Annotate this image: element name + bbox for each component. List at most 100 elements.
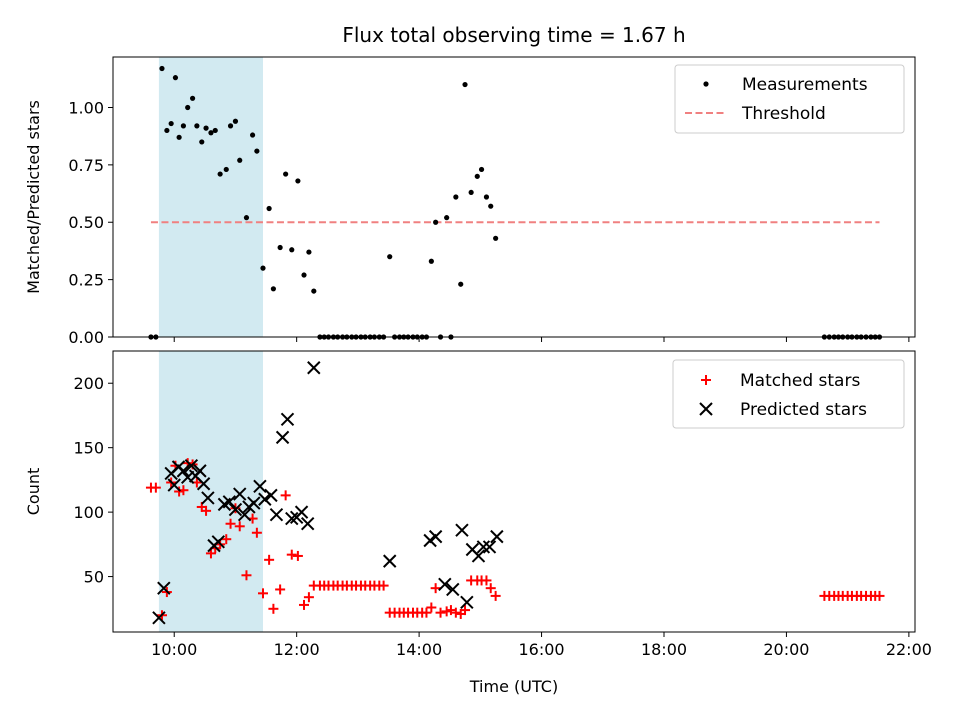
- legend-marker-matched-stars: [701, 375, 711, 385]
- measurement-point: [203, 125, 209, 131]
- matched-star-point: [490, 590, 501, 601]
- matched-star-point: [874, 590, 885, 601]
- matched-star-point: [435, 607, 446, 618]
- predicted-star-point: [176, 464, 191, 478]
- matched-star-point: [257, 588, 268, 599]
- predicted-star-point: [211, 535, 226, 549]
- predicted-star-point: [438, 577, 452, 592]
- measurement-point: [458, 281, 464, 287]
- matched-star-point: [234, 521, 245, 532]
- ratio-legend: Measurements Threshold: [674, 64, 905, 134]
- measurement-point: [462, 81, 468, 88]
- matched-star-point: [485, 583, 496, 594]
- shaded-region: [158, 57, 263, 337]
- matched-star-point: [426, 602, 437, 613]
- matched-star-point: [481, 575, 492, 586]
- predicted-star-point: [193, 464, 207, 478]
- matched-star-point: [251, 527, 262, 538]
- matched-star-point: [303, 592, 314, 603]
- predicted-star-point: [446, 582, 460, 597]
- predicted-star-point: [167, 478, 181, 492]
- legend-marker-predicted-stars: [699, 402, 713, 416]
- measurement-point: [168, 120, 174, 127]
- measurement-point: [208, 130, 214, 136]
- x-tick-label: 22:00: [886, 640, 932, 659]
- count-panel: 10:00 12:00 14:00 16:00 18:00 20:00 22:00 50 10…: [24, 350, 932, 696]
- matched-star-point: [221, 534, 232, 545]
- predicted-star-point: [383, 554, 397, 568]
- predicted-star-point: [184, 459, 199, 473]
- measurement-point: [295, 178, 301, 184]
- predicted-star-point: [455, 523, 469, 537]
- predicted-star-point: [280, 412, 295, 427]
- x-tick-label: 18:00: [641, 640, 687, 659]
- count-y-axis-label: Count: [24, 468, 43, 516]
- predicted-star-point: [196, 477, 211, 491]
- matched-star-point: [286, 549, 297, 560]
- matched-star-point: [150, 482, 161, 493]
- ratio-y-ticks: 0.00 0.25 0.50 0.75 1.00: [68, 98, 113, 347]
- measurement-point: [189, 95, 196, 101]
- measurement-point: [277, 244, 283, 251]
- measurement-point: [260, 265, 266, 271]
- measurement-point: [289, 247, 295, 253]
- matched-star-point: [268, 603, 279, 614]
- ratio-axes-frame: [112, 56, 916, 338]
- x-tick-label: 16:00: [518, 640, 564, 659]
- measurement-point: [468, 189, 474, 196]
- legend-label-measurements: Measurements: [742, 75, 868, 95]
- measurement-point: [194, 123, 200, 129]
- ratio-x-ticks: [173, 337, 910, 342]
- y-tick-label: 150: [73, 439, 104, 458]
- matched-star-point: [299, 599, 310, 610]
- legend-label-threshold: Threshold: [741, 104, 826, 124]
- measurement-point: [164, 127, 170, 134]
- predicted-stars-layer: [152, 361, 504, 625]
- measurement-point: [199, 139, 205, 145]
- y-tick-label: 1.00: [68, 98, 104, 117]
- matched-star-point: [280, 490, 291, 501]
- y-tick-label: 50: [84, 568, 104, 587]
- matched-star-point: [430, 583, 441, 594]
- measurement-point: [185, 104, 191, 111]
- predicted-star-point: [476, 540, 491, 554]
- measurement-point: [301, 272, 307, 278]
- measurement-point: [243, 215, 250, 221]
- x-tick-label: 20:00: [763, 640, 809, 659]
- predicted-star-point: [275, 430, 290, 445]
- x-tick-label: 10:00: [151, 640, 197, 659]
- measurement-point: [266, 205, 272, 212]
- predicted-star-point: [471, 549, 486, 563]
- matched-star-point: [225, 518, 236, 529]
- predicted-star-point: [258, 492, 272, 506]
- measurement-point: [488, 203, 494, 209]
- predicted-star-point: [253, 479, 267, 494]
- measurement-point: [232, 118, 239, 124]
- legend-label-predicted-stars: Predicted stars: [740, 400, 867, 420]
- count-y-ticks: 50 100 150 200: [73, 374, 113, 587]
- predicted-star-point: [222, 495, 237, 509]
- measurement-point: [212, 127, 218, 134]
- count-x-ticks: 10:00 12:00 14:00 16:00 18:00 20:00 22:00: [151, 632, 932, 659]
- legend-marker-measurements: [703, 81, 709, 87]
- predicted-star-point: [233, 487, 247, 501]
- predicted-star-point: [482, 540, 497, 554]
- matched-stars-layer: [145, 458, 885, 621]
- legend-label-matched-stars: Matched stars: [740, 371, 860, 391]
- count-axes-frame: [112, 350, 916, 633]
- measurement-point: [270, 286, 276, 292]
- matched-star-point: [460, 605, 471, 616]
- measurement-point: [387, 254, 393, 260]
- measurement-point: [237, 157, 243, 163]
- y-tick-label: 100: [73, 503, 104, 522]
- x-axis-label: Time (UTC): [469, 677, 558, 696]
- measurement-point: [176, 134, 182, 140]
- measurement-point: [159, 65, 165, 72]
- y-tick-label: 0.00: [68, 328, 104, 347]
- measurement-point: [493, 235, 499, 241]
- measurement-point: [306, 249, 312, 255]
- y-tick-label: 0.50: [68, 213, 104, 232]
- ratio-legend-box: [674, 64, 905, 134]
- matched-star-point: [378, 580, 389, 591]
